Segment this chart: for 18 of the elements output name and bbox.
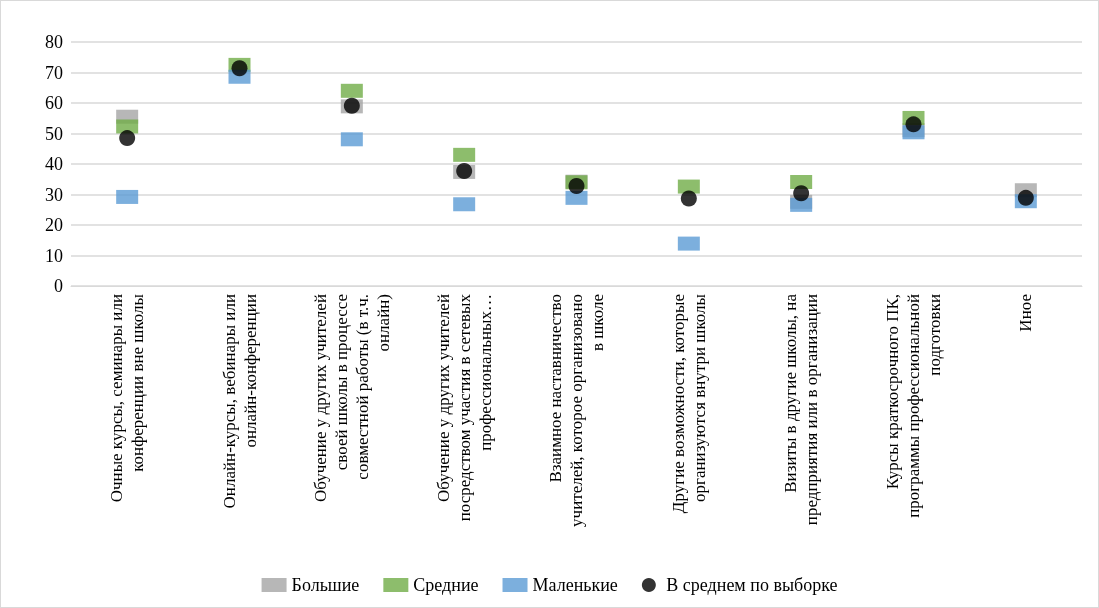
x-tick-label: Обучение у других учителей посредством участия в сетевых профессиональных… <box>433 293 495 522</box>
y-tick-label: 80 <box>45 32 63 52</box>
x-tick-label: Очные курсы, семинары или конференции вне школы <box>107 293 148 503</box>
legend-label: Большие <box>291 575 360 595</box>
legend-label: В среднем по выборке <box>666 575 838 595</box>
x-tick-label: Взаимное наставничество учителей, которое организовано в школе <box>546 294 607 527</box>
y-tick-label: 40 <box>45 154 63 174</box>
legend-label: Маленькие <box>532 575 618 595</box>
y-tick-label: 70 <box>45 62 63 83</box>
y-tick-label: 30 <box>45 184 63 205</box>
legend-label: Средние <box>413 575 479 595</box>
y-tick-label: 10 <box>45 245 63 266</box>
y-tick-label: 60 <box>45 93 63 113</box>
y-tick-label: 0 <box>54 276 63 296</box>
x-tick-label: Иное <box>1016 294 1036 332</box>
x-tick-label: Обучение у других учителей своей школы в процессе совместной работы (в т.ч. онлайн) <box>310 294 393 503</box>
y-tick-label: 50 <box>45 123 63 144</box>
y-tick-label: 20 <box>45 215 63 235</box>
